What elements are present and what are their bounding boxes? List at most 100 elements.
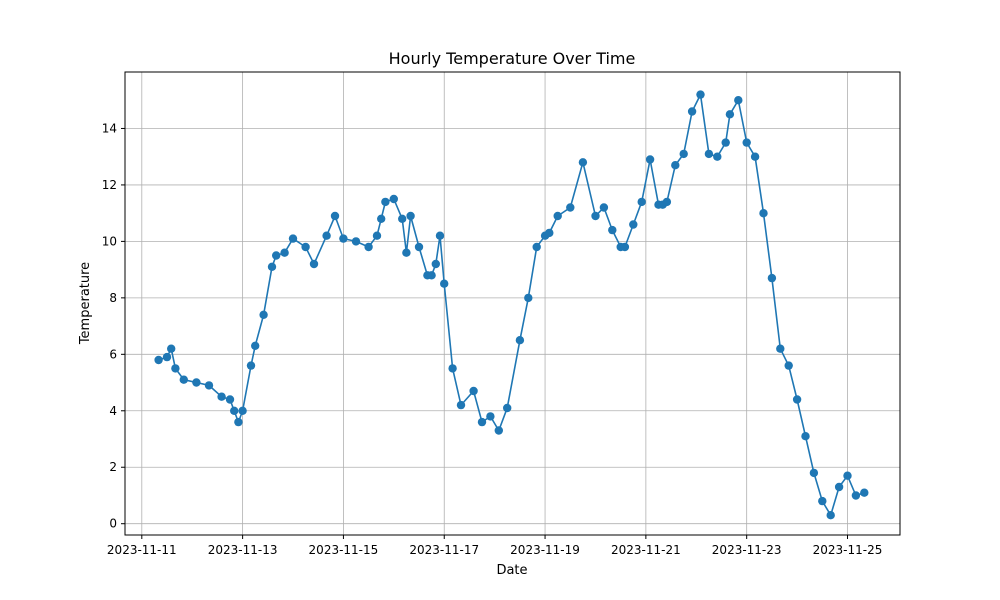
data-point bbox=[230, 406, 239, 415]
data-point bbox=[486, 412, 495, 421]
data-point bbox=[759, 209, 768, 218]
data-point bbox=[545, 228, 554, 238]
data-point bbox=[704, 149, 714, 159]
y-tick-label: 2 bbox=[109, 460, 117, 474]
data-point bbox=[767, 273, 777, 283]
data-point bbox=[843, 471, 852, 480]
x-tick-label: 2023-11-13 bbox=[208, 543, 278, 557]
x-tick-label: 2023-11-23 bbox=[712, 543, 782, 557]
data-point bbox=[608, 225, 617, 235]
data-point bbox=[288, 234, 298, 243]
x-tick-label: 2023-11-19 bbox=[510, 543, 580, 557]
data-point bbox=[503, 403, 512, 413]
data-point bbox=[398, 214, 407, 223]
y-tick-label: 14 bbox=[102, 121, 117, 135]
data-point bbox=[645, 155, 655, 164]
chart-title: Hourly Temperature Over Time bbox=[389, 49, 636, 68]
y-axis-label: Temperature bbox=[78, 262, 93, 345]
data-point bbox=[469, 386, 478, 396]
data-point bbox=[671, 161, 680, 170]
data-point bbox=[440, 279, 449, 288]
data-point bbox=[591, 211, 600, 221]
x-tick-label: 2023-11-21 bbox=[611, 543, 681, 557]
data-point bbox=[696, 90, 705, 99]
data-point bbox=[351, 237, 361, 246]
data-point bbox=[532, 242, 541, 252]
y-tick-label: 0 bbox=[109, 517, 117, 531]
x-tick-label: 2023-11-15 bbox=[309, 543, 379, 557]
data-point bbox=[280, 248, 289, 257]
data-point bbox=[553, 211, 562, 221]
data-point bbox=[389, 194, 398, 204]
plot-frame bbox=[124, 71, 901, 536]
x-tick-label: 2023-11-11 bbox=[107, 543, 177, 557]
data-point bbox=[599, 203, 609, 212]
data-point bbox=[154, 355, 163, 365]
x-tick-label: 2023-11-17 bbox=[409, 543, 479, 557]
data-point bbox=[167, 344, 176, 353]
data-point bbox=[406, 211, 415, 221]
data-point bbox=[217, 392, 226, 401]
data-point bbox=[784, 361, 793, 370]
data-point bbox=[629, 220, 638, 229]
data-point bbox=[809, 468, 819, 478]
gridlines bbox=[125, 72, 900, 535]
data-point bbox=[826, 511, 835, 520]
data-point bbox=[162, 352, 172, 362]
data-point bbox=[834, 482, 844, 492]
data-point bbox=[171, 364, 180, 373]
data-point bbox=[818, 496, 827, 506]
data-point bbox=[851, 491, 861, 500]
data-point bbox=[721, 138, 730, 147]
x-axis-label: Date bbox=[496, 563, 527, 578]
data-point bbox=[801, 432, 810, 441]
data-point bbox=[566, 203, 575, 212]
series bbox=[154, 90, 869, 520]
data-point bbox=[687, 107, 697, 116]
data-point bbox=[246, 361, 256, 370]
data-point bbox=[204, 381, 214, 390]
data-point bbox=[448, 364, 457, 373]
data-point bbox=[750, 152, 760, 161]
data-point bbox=[494, 426, 503, 435]
data-point bbox=[322, 231, 331, 240]
data-point bbox=[414, 242, 424, 252]
data-point bbox=[272, 251, 281, 260]
data-point bbox=[309, 259, 319, 269]
data-point bbox=[515, 336, 525, 345]
data-point bbox=[402, 248, 411, 257]
y-axis: 0 2 4 6 8 10 12 14 bbox=[102, 121, 125, 531]
data-point bbox=[339, 234, 348, 243]
data-point bbox=[637, 197, 646, 207]
y-tick-label: 8 bbox=[109, 291, 117, 305]
data-point bbox=[477, 417, 487, 427]
y-tick-label: 10 bbox=[102, 234, 117, 248]
data-point bbox=[301, 242, 310, 252]
data-point bbox=[251, 341, 260, 350]
data-point bbox=[192, 378, 201, 387]
data-point bbox=[372, 231, 382, 240]
data-point bbox=[435, 231, 445, 240]
y-tick-label: 6 bbox=[109, 347, 117, 361]
data-point bbox=[776, 344, 785, 353]
data-point bbox=[725, 110, 735, 119]
data-point bbox=[792, 395, 802, 404]
x-tick-label: 2023-11-25 bbox=[813, 543, 883, 557]
x-axis: 2023-11-11 2023-11-13 2023-11-15 2023-11-17… bbox=[107, 535, 882, 557]
data-point bbox=[381, 197, 390, 207]
data-point bbox=[860, 488, 869, 497]
data-point bbox=[620, 242, 630, 252]
data-point bbox=[662, 197, 672, 207]
data-point bbox=[578, 158, 588, 167]
data-point bbox=[734, 96, 743, 105]
data-point bbox=[364, 242, 373, 252]
data-point bbox=[267, 262, 277, 271]
y-tick-label: 4 bbox=[109, 404, 117, 418]
data-point bbox=[427, 271, 436, 280]
data-point bbox=[238, 406, 247, 415]
data-point bbox=[330, 211, 340, 221]
data-point bbox=[431, 259, 440, 269]
data-point bbox=[225, 395, 235, 404]
data-point bbox=[377, 214, 386, 223]
